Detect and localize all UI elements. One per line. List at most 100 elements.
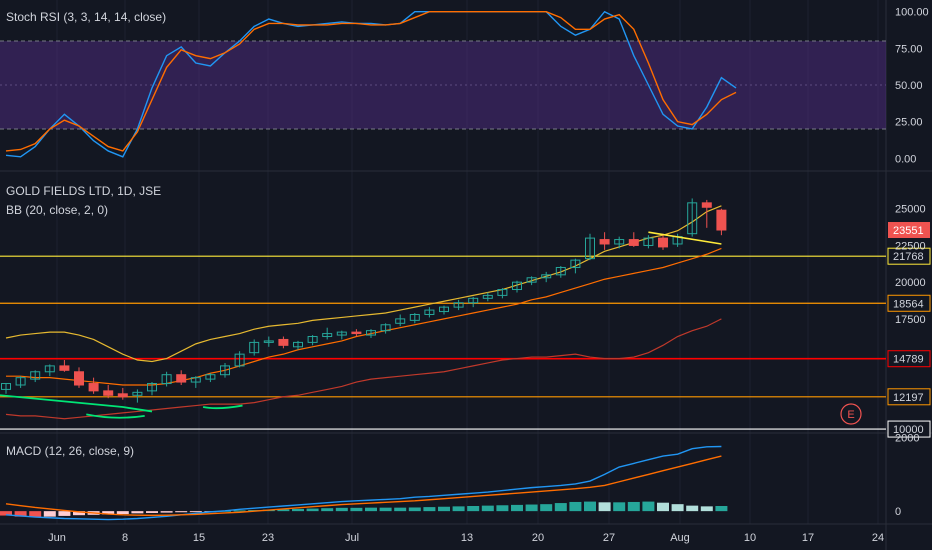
candle-body: [336, 331, 347, 336]
candle-body: [234, 353, 245, 367]
stoch-y-tick: 100.00: [895, 7, 929, 19]
candle-body: [541, 274, 552, 279]
candle-body: [424, 309, 435, 315]
candle-body: [628, 239, 639, 246]
price-y-tick: 17500: [895, 314, 926, 326]
candle-body: [249, 341, 260, 354]
time-axis-label: 20: [532, 532, 544, 544]
stoch-y-tick: 0.00: [895, 153, 916, 165]
candle-body: [395, 318, 406, 324]
macd-histogram-bar: [43, 511, 56, 517]
stoch-y-tick: 50.00: [895, 80, 923, 92]
time-axis-label: 24: [872, 532, 884, 544]
level-label: 12197: [893, 392, 924, 404]
level-tag: [887, 247, 931, 265]
macd-histogram-bar: [102, 511, 115, 515]
stoch-rsi-title[interactable]: Stoch RSI (3, 3, 14, 14, close): [6, 10, 167, 24]
macd-histogram-bar: [525, 504, 538, 512]
candle-body: [220, 365, 230, 376]
time-axis-label: 23: [262, 532, 274, 544]
last-price-label: 23551: [893, 225, 924, 237]
macd-histogram-bar: [379, 507, 392, 512]
level-tag: [887, 294, 931, 312]
macd-histogram-bar: [321, 508, 334, 512]
macd-histogram-bar: [715, 506, 728, 512]
signal-line: [5, 455, 722, 517]
candle-body: [205, 374, 216, 380]
candle-body: [570, 259, 581, 268]
green-swoosh-2: [86, 413, 145, 419]
macd-histogram-bar: [14, 511, 27, 517]
earnings-label: E: [847, 409, 854, 421]
level-label: 21768: [893, 251, 924, 263]
stoch-band-fill: [0, 41, 886, 129]
macd-histogram-bar: [58, 511, 71, 516]
macd-histogram-bar: [394, 507, 407, 512]
macd-histogram-bar: [642, 501, 655, 512]
macd-histogram-bar: [189, 511, 202, 513]
level-tag: [887, 350, 931, 368]
time-axis-label: 15: [193, 532, 205, 544]
candle-body: [439, 306, 449, 313]
candle-body: [293, 341, 303, 348]
macd-histogram-bar: [584, 501, 596, 512]
macd-histogram-bar: [452, 506, 465, 512]
macd-histogram-bar: [292, 508, 304, 512]
macd-pane: 2000 0: [0, 433, 919, 521]
candle-body: [366, 330, 376, 336]
macd-histogram-bar: [306, 508, 319, 512]
macd-histogram-bar: [116, 511, 129, 515]
time-axis-label: 17: [802, 532, 814, 544]
macd-histogram-bar: [467, 506, 480, 512]
time-axis-label: Jun: [48, 532, 66, 544]
time-axis-label: Jul: [345, 532, 359, 544]
candle-body: [59, 365, 70, 371]
macd-histogram-bar: [29, 511, 42, 518]
candle-body: [526, 277, 537, 283]
symbol-title[interactable]: GOLD FIELDS LTD, 1D, JSE: [6, 184, 162, 198]
green-swoosh-1: [0, 394, 153, 413]
candle-body: [103, 390, 114, 396]
bb-title[interactable]: BB (20, close, 2, 0): [6, 203, 109, 217]
candle-body: [701, 202, 712, 208]
green-swoosh-3: [202, 404, 243, 410]
candle-body: [643, 237, 654, 246]
candle-body: [132, 391, 143, 396]
candle-body: [147, 383, 157, 392]
macd-line: [5, 445, 722, 521]
macd-histogram-bar: [175, 511, 188, 513]
candle-body: [307, 336, 318, 343]
candle-body: [278, 338, 289, 346]
time-axis-label: 10: [744, 532, 756, 544]
bb-upper-line: [5, 205, 722, 363]
candle-body: [44, 365, 55, 373]
macd-title[interactable]: MACD (12, 26, close, 9): [6, 444, 135, 458]
candle-body: [585, 237, 595, 260]
macd-histogram-bar: [146, 511, 158, 513]
macd-histogram-bar: [160, 511, 173, 513]
macd-histogram-bar: [627, 501, 640, 512]
candle-body: [176, 374, 187, 383]
stoch-d-line: [5, 11, 737, 152]
earnings-marker: [840, 403, 862, 425]
macd-y-tick: 2000: [895, 433, 919, 445]
last-price-tag: [888, 222, 930, 239]
macd-histogram-bar: [131, 511, 144, 514]
candle-body: [512, 281, 522, 291]
macd-histogram-bar: [481, 505, 494, 512]
macd-histogram-bar: [511, 504, 523, 512]
time-axis-label: Aug: [670, 532, 690, 544]
level-tag: [887, 420, 931, 438]
macd-histogram-bar: [233, 510, 246, 512]
candle-body: [453, 302, 464, 308]
candle-body: [555, 266, 566, 276]
stoch-y-tick: 75.00: [895, 43, 923, 55]
macd-histogram-bar: [335, 507, 348, 512]
macd-y-tick: 0: [895, 506, 901, 518]
stoch-rsi-pane: 100.00 75.00 50.00 25.00 0.00: [0, 7, 929, 165]
candle-body: [599, 239, 610, 245]
macd-histogram-bar: [496, 505, 509, 512]
candle-body: [716, 209, 727, 231]
